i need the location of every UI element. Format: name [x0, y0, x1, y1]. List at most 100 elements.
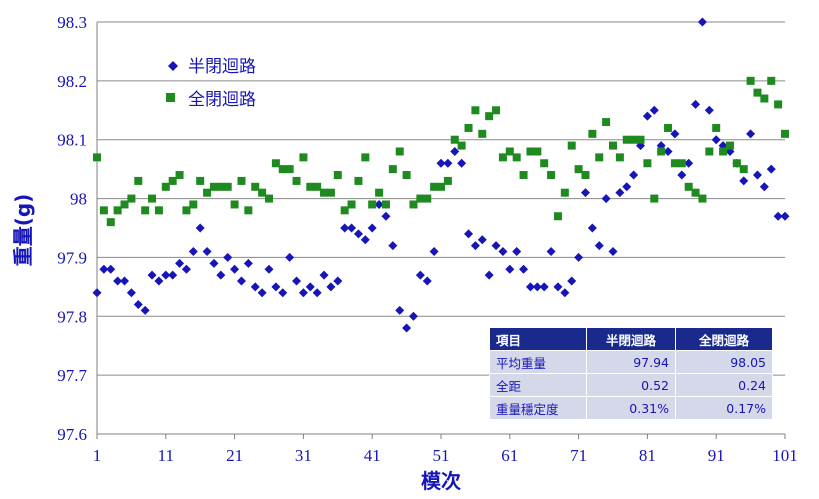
point-series-2	[526, 147, 535, 156]
table-row: 重量穩定度 0.31% 0.17%	[489, 396, 773, 420]
point-series-1	[408, 311, 418, 321]
data-points	[92, 17, 790, 333]
point-series-1	[250, 282, 260, 292]
point-series-1	[560, 288, 570, 298]
point-series-1	[608, 247, 618, 257]
point-series-2	[512, 153, 521, 162]
point-series-1	[140, 305, 150, 315]
point-series-2	[313, 182, 322, 191]
legend-label-series-1: 半閉迴路	[188, 57, 256, 77]
point-series-2	[492, 106, 501, 115]
table-header-semi-closed: 半閉迴路	[586, 327, 676, 351]
point-series-2	[457, 141, 466, 150]
point-series-1	[223, 252, 233, 262]
point-series-2	[622, 135, 631, 144]
point-series-1	[285, 252, 295, 262]
point-series-1	[464, 229, 474, 239]
point-series-1	[684, 158, 694, 168]
point-series-2	[670, 159, 679, 168]
point-series-2	[691, 188, 700, 197]
point-series-1	[484, 270, 494, 280]
point-series-2	[361, 153, 370, 162]
point-series-2	[657, 147, 666, 156]
table-cell: 重量穩定度	[489, 396, 587, 420]
y-tick-label: 97.9	[57, 248, 87, 267]
summary-table: 項目 半閉迴路 全閉迴路 平均重量 97.94 98.05 全距 0.52 0.…	[489, 327, 773, 420]
point-series-1	[92, 288, 102, 298]
point-series-2	[629, 135, 638, 144]
point-series-1	[759, 182, 769, 192]
point-series-2	[388, 165, 397, 174]
point-series-2	[416, 194, 425, 203]
point-series-2	[196, 176, 205, 185]
point-series-2	[148, 194, 157, 203]
point-series-2	[746, 76, 755, 85]
point-series-2	[347, 200, 356, 209]
point-series-2	[533, 147, 542, 156]
point-series-2	[519, 171, 528, 180]
point-series-1	[333, 276, 343, 286]
point-series-2	[478, 129, 487, 138]
point-series-1	[443, 158, 453, 168]
point-series-1	[587, 223, 597, 233]
point-series-2	[423, 194, 432, 203]
point-series-2	[120, 200, 129, 209]
x-tick-label: 91	[708, 446, 725, 465]
y-tick-label: 97.8	[57, 307, 87, 326]
point-series-2	[574, 165, 583, 174]
y-tick-labels: 97.6 97.7 97.8 97.9 98 98.1 98.2 98.3	[57, 13, 87, 444]
point-series-1	[305, 282, 315, 292]
point-series-2	[560, 188, 569, 197]
point-series-2	[498, 153, 507, 162]
point-series-1	[649, 105, 659, 115]
point-series-2	[209, 182, 218, 191]
point-series-1	[498, 247, 508, 257]
point-series-2	[430, 182, 439, 191]
point-series-1	[629, 170, 639, 180]
point-series-2	[547, 171, 556, 180]
point-series-2	[258, 188, 267, 197]
point-series-1	[120, 276, 130, 286]
point-series-2	[203, 188, 212, 197]
point-series-2	[781, 129, 789, 138]
point-series-2	[99, 206, 108, 215]
table-header-row: 項目 半閉迴路 全閉迴路	[489, 327, 773, 351]
table-cell: 平均重量	[489, 350, 587, 374]
point-series-1	[574, 252, 584, 262]
point-series-2	[306, 182, 315, 191]
point-series-1	[147, 270, 157, 280]
point-series-2	[333, 171, 342, 180]
point-series-2	[464, 123, 473, 132]
point-series-2	[402, 171, 411, 180]
point-series-1	[546, 247, 556, 257]
point-series-2	[705, 147, 714, 156]
point-series-2	[774, 100, 783, 109]
point-series-1	[278, 288, 288, 298]
point-series-2	[161, 182, 170, 191]
point-series-2	[251, 182, 260, 191]
point-series-1	[271, 282, 281, 292]
point-series-2	[375, 188, 384, 197]
legend-marker-series-1	[168, 61, 178, 71]
point-series-1	[347, 223, 357, 233]
point-series-2	[609, 141, 617, 150]
axes	[96, 22, 786, 439]
point-series-2	[113, 206, 122, 215]
x-tick-labels: 1 11 21 31 41 51 61 71 81 91 101	[93, 446, 798, 465]
table-cell: 0.52	[586, 373, 676, 397]
point-series-2	[739, 165, 748, 174]
point-series-2	[725, 141, 734, 150]
point-series-1	[594, 241, 604, 251]
point-series-2	[437, 182, 445, 191]
point-series-1	[519, 264, 529, 274]
point-series-2	[134, 176, 143, 185]
point-series-2	[141, 206, 150, 215]
point-series-2	[664, 123, 673, 132]
point-series-2	[581, 171, 590, 180]
point-series-2	[230, 200, 239, 209]
point-series-1	[752, 170, 762, 180]
point-series-1	[642, 111, 652, 121]
point-series-1	[188, 247, 198, 257]
y-tick-label: 98.3	[57, 13, 87, 32]
